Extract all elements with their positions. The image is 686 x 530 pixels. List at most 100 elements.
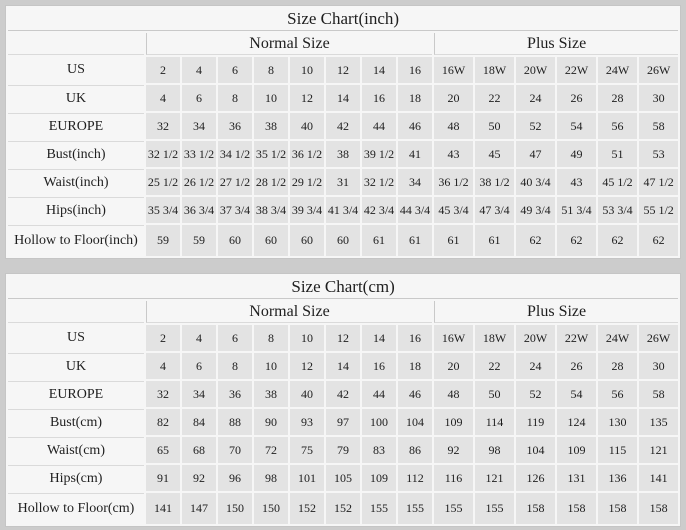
table-row: Hips(inch) 35 3/4 36 3/4 37 3/4 38 3/4 39 3/4… — [8, 197, 679, 223]
group-header-plus-size: Plus Size — [434, 33, 679, 55]
size-value-cell: 155 — [398, 493, 432, 524]
size-value-cell: 100 — [362, 409, 396, 435]
size-value-cell: 41 — [398, 141, 432, 167]
table-title: Size Chart(inch) — [8, 8, 679, 31]
table-row: US 2 4 6 8 10 12 14 16 16W 18W 20W 22W 24W 26W — [8, 57, 679, 83]
size-value-cell: 121 — [639, 437, 679, 463]
size-value-cell: 44 3/4 — [398, 197, 432, 223]
size-value-cell: 8 — [218, 353, 252, 379]
size-value-cell: 39 3/4 — [290, 197, 324, 223]
size-value-cell: 53 — [639, 141, 679, 167]
row-label: US — [8, 325, 144, 351]
size-value-cell: 60 — [326, 225, 360, 256]
size-value-cell: 36 — [218, 113, 252, 139]
size-value-cell: 55 1/2 — [639, 197, 679, 223]
size-value-cell: 105 — [326, 465, 360, 491]
size-value-cell: 24W — [598, 325, 637, 351]
size-value-cell: 4 — [182, 325, 216, 351]
size-value-cell: 31 — [326, 169, 360, 195]
size-value-cell: 20W — [516, 57, 555, 83]
size-value-cell: 158 — [598, 493, 637, 524]
table-title: Size Chart(cm) — [8, 276, 679, 299]
size-value-cell: 45 3/4 — [434, 197, 473, 223]
size-value-cell: 32 1/2 — [362, 169, 396, 195]
corner-cell — [8, 33, 144, 55]
size-value-cell: 50 — [475, 113, 514, 139]
size-value-cell: 6 — [182, 85, 216, 111]
size-value-cell: 40 — [290, 381, 324, 407]
size-value-cell: 61 — [434, 225, 473, 256]
size-value-cell: 18W — [475, 57, 514, 83]
size-value-cell: 112 — [398, 465, 432, 491]
size-value-cell: 46 — [398, 113, 432, 139]
row-label: Waist(cm) — [8, 437, 144, 463]
size-value-cell: 104 — [398, 409, 432, 435]
size-value-cell: 22W — [557, 57, 596, 83]
size-value-cell: 14 — [326, 353, 360, 379]
size-value-cell: 147 — [182, 493, 216, 524]
table-row: Bust(inch) 32 1/2 33 1/2 34 1/2 35 1/2 36 1/2… — [8, 141, 679, 167]
size-value-cell: 41 3/4 — [326, 197, 360, 223]
size-value-cell: 2 — [146, 57, 180, 83]
size-value-cell: 38 — [254, 113, 288, 139]
size-value-cell: 8 — [254, 57, 288, 83]
table-row: Hollow to Floor(cm) 141 147 150 150 152 152 155… — [8, 493, 679, 524]
size-value-cell: 32 1/2 — [146, 141, 180, 167]
table-row: Hips(cm) 91 92 96 98 101 105 109 112 116 121 126 131… — [8, 465, 679, 491]
size-value-cell: 58 — [639, 381, 679, 407]
size-value-cell: 83 — [362, 437, 396, 463]
size-value-cell: 28 1/2 — [254, 169, 288, 195]
size-value-cell: 131 — [557, 465, 596, 491]
size-value-cell: 32 — [146, 113, 180, 139]
table-row: Bust(cm) 82 84 88 90 93 97 100 104 109 114 119 124 13… — [8, 409, 679, 435]
size-value-cell: 14 — [326, 85, 360, 111]
size-value-cell: 119 — [516, 409, 555, 435]
size-value-cell: 20 — [434, 353, 473, 379]
size-value-cell: 96 — [218, 465, 252, 491]
size-value-cell: 12 — [326, 57, 360, 83]
table-title-row: Size Chart(inch) — [8, 8, 679, 31]
size-value-cell: 38 — [254, 381, 288, 407]
size-value-cell: 26W — [639, 325, 679, 351]
row-label: Hollow to Floor(cm) — [8, 493, 144, 524]
size-value-cell: 26W — [639, 57, 679, 83]
size-value-cell: 16 — [398, 57, 432, 83]
size-value-cell: 26 — [557, 353, 596, 379]
size-value-cell: 48 — [434, 113, 473, 139]
size-value-cell: 141 — [639, 465, 679, 491]
size-value-cell: 54 — [557, 113, 596, 139]
group-header-plus-size: Plus Size — [434, 301, 679, 323]
size-value-cell: 14 — [362, 325, 396, 351]
size-value-cell: 10 — [290, 325, 324, 351]
row-label: Hips(cm) — [8, 465, 144, 491]
table-row: US 2 4 6 8 10 12 14 16 16W 18W 20W 22W 24W 26W — [8, 325, 679, 351]
group-header-normal-size: Normal Size — [146, 33, 432, 55]
size-value-cell: 84 — [182, 409, 216, 435]
size-value-cell: 56 — [598, 113, 637, 139]
size-value-cell: 20 — [434, 85, 473, 111]
size-value-cell: 136 — [598, 465, 637, 491]
size-value-cell: 65 — [146, 437, 180, 463]
size-value-cell: 109 — [362, 465, 396, 491]
size-value-cell: 30 — [639, 353, 679, 379]
size-value-cell: 42 — [326, 113, 360, 139]
size-value-cell: 10 — [254, 353, 288, 379]
size-value-cell: 39 1/2 — [362, 141, 396, 167]
size-value-cell: 92 — [182, 465, 216, 491]
size-value-cell: 115 — [598, 437, 637, 463]
size-value-cell: 49 3/4 — [516, 197, 555, 223]
size-value-cell: 62 — [639, 225, 679, 256]
size-value-cell: 72 — [254, 437, 288, 463]
size-value-cell: 70 — [218, 437, 252, 463]
size-value-cell: 25 1/2 — [146, 169, 180, 195]
size-value-cell: 52 — [516, 381, 555, 407]
size-value-cell: 86 — [398, 437, 432, 463]
row-label: Hollow to Floor(inch) — [8, 225, 144, 256]
size-value-cell: 155 — [362, 493, 396, 524]
size-value-cell: 109 — [434, 409, 473, 435]
size-value-cell: 36 1/2 — [434, 169, 473, 195]
size-value-cell: 34 1/2 — [218, 141, 252, 167]
size-value-cell: 16 — [398, 325, 432, 351]
size-value-cell: 6 — [218, 57, 252, 83]
size-group-header-row: Normal Size Plus Size — [8, 301, 679, 323]
